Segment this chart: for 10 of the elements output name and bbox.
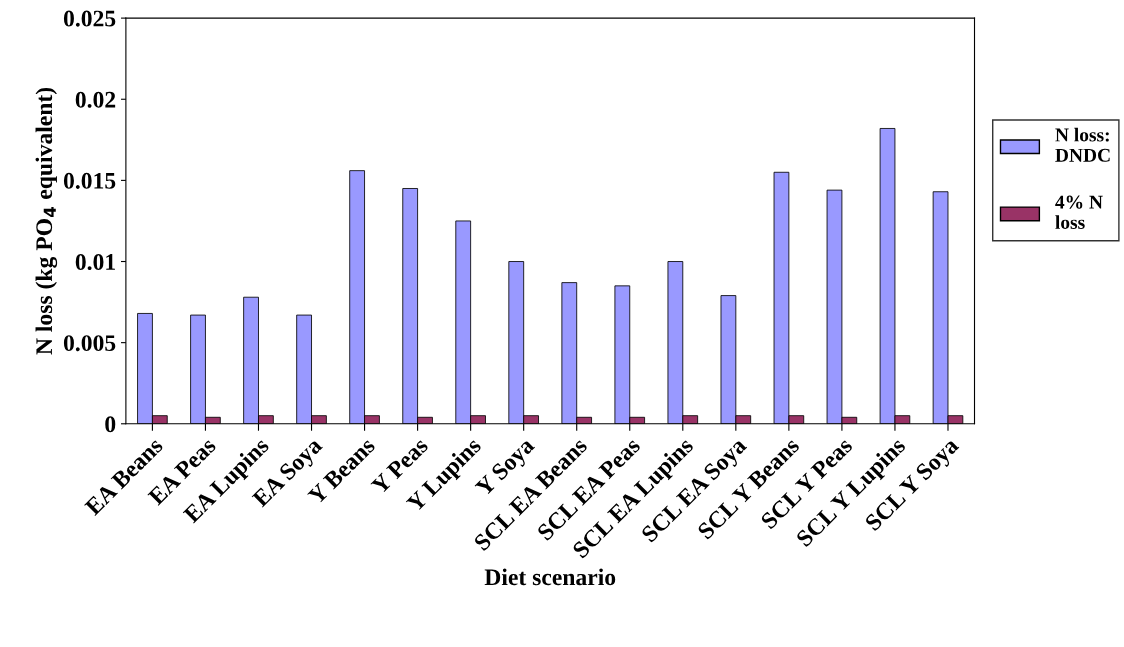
legend-label: N loss: DNDC [1055,127,1110,162]
y-tick-label: 0.005 [63,335,116,352]
y-tick-label: 0.01 [75,254,115,271]
y-axis-title: N loss (kg PO$_{4}$ equivalent) [35,87,58,355]
legend-label: 4% N loss [1055,195,1103,229]
y-tick-label: 0.015 [63,172,116,189]
x-axis-title: Diet scenario [484,568,616,586]
y-tick-label: 0.025 [63,10,116,27]
y-tick-label: 0.02 [75,91,116,108]
y-tick-label: 0 [105,416,116,433]
